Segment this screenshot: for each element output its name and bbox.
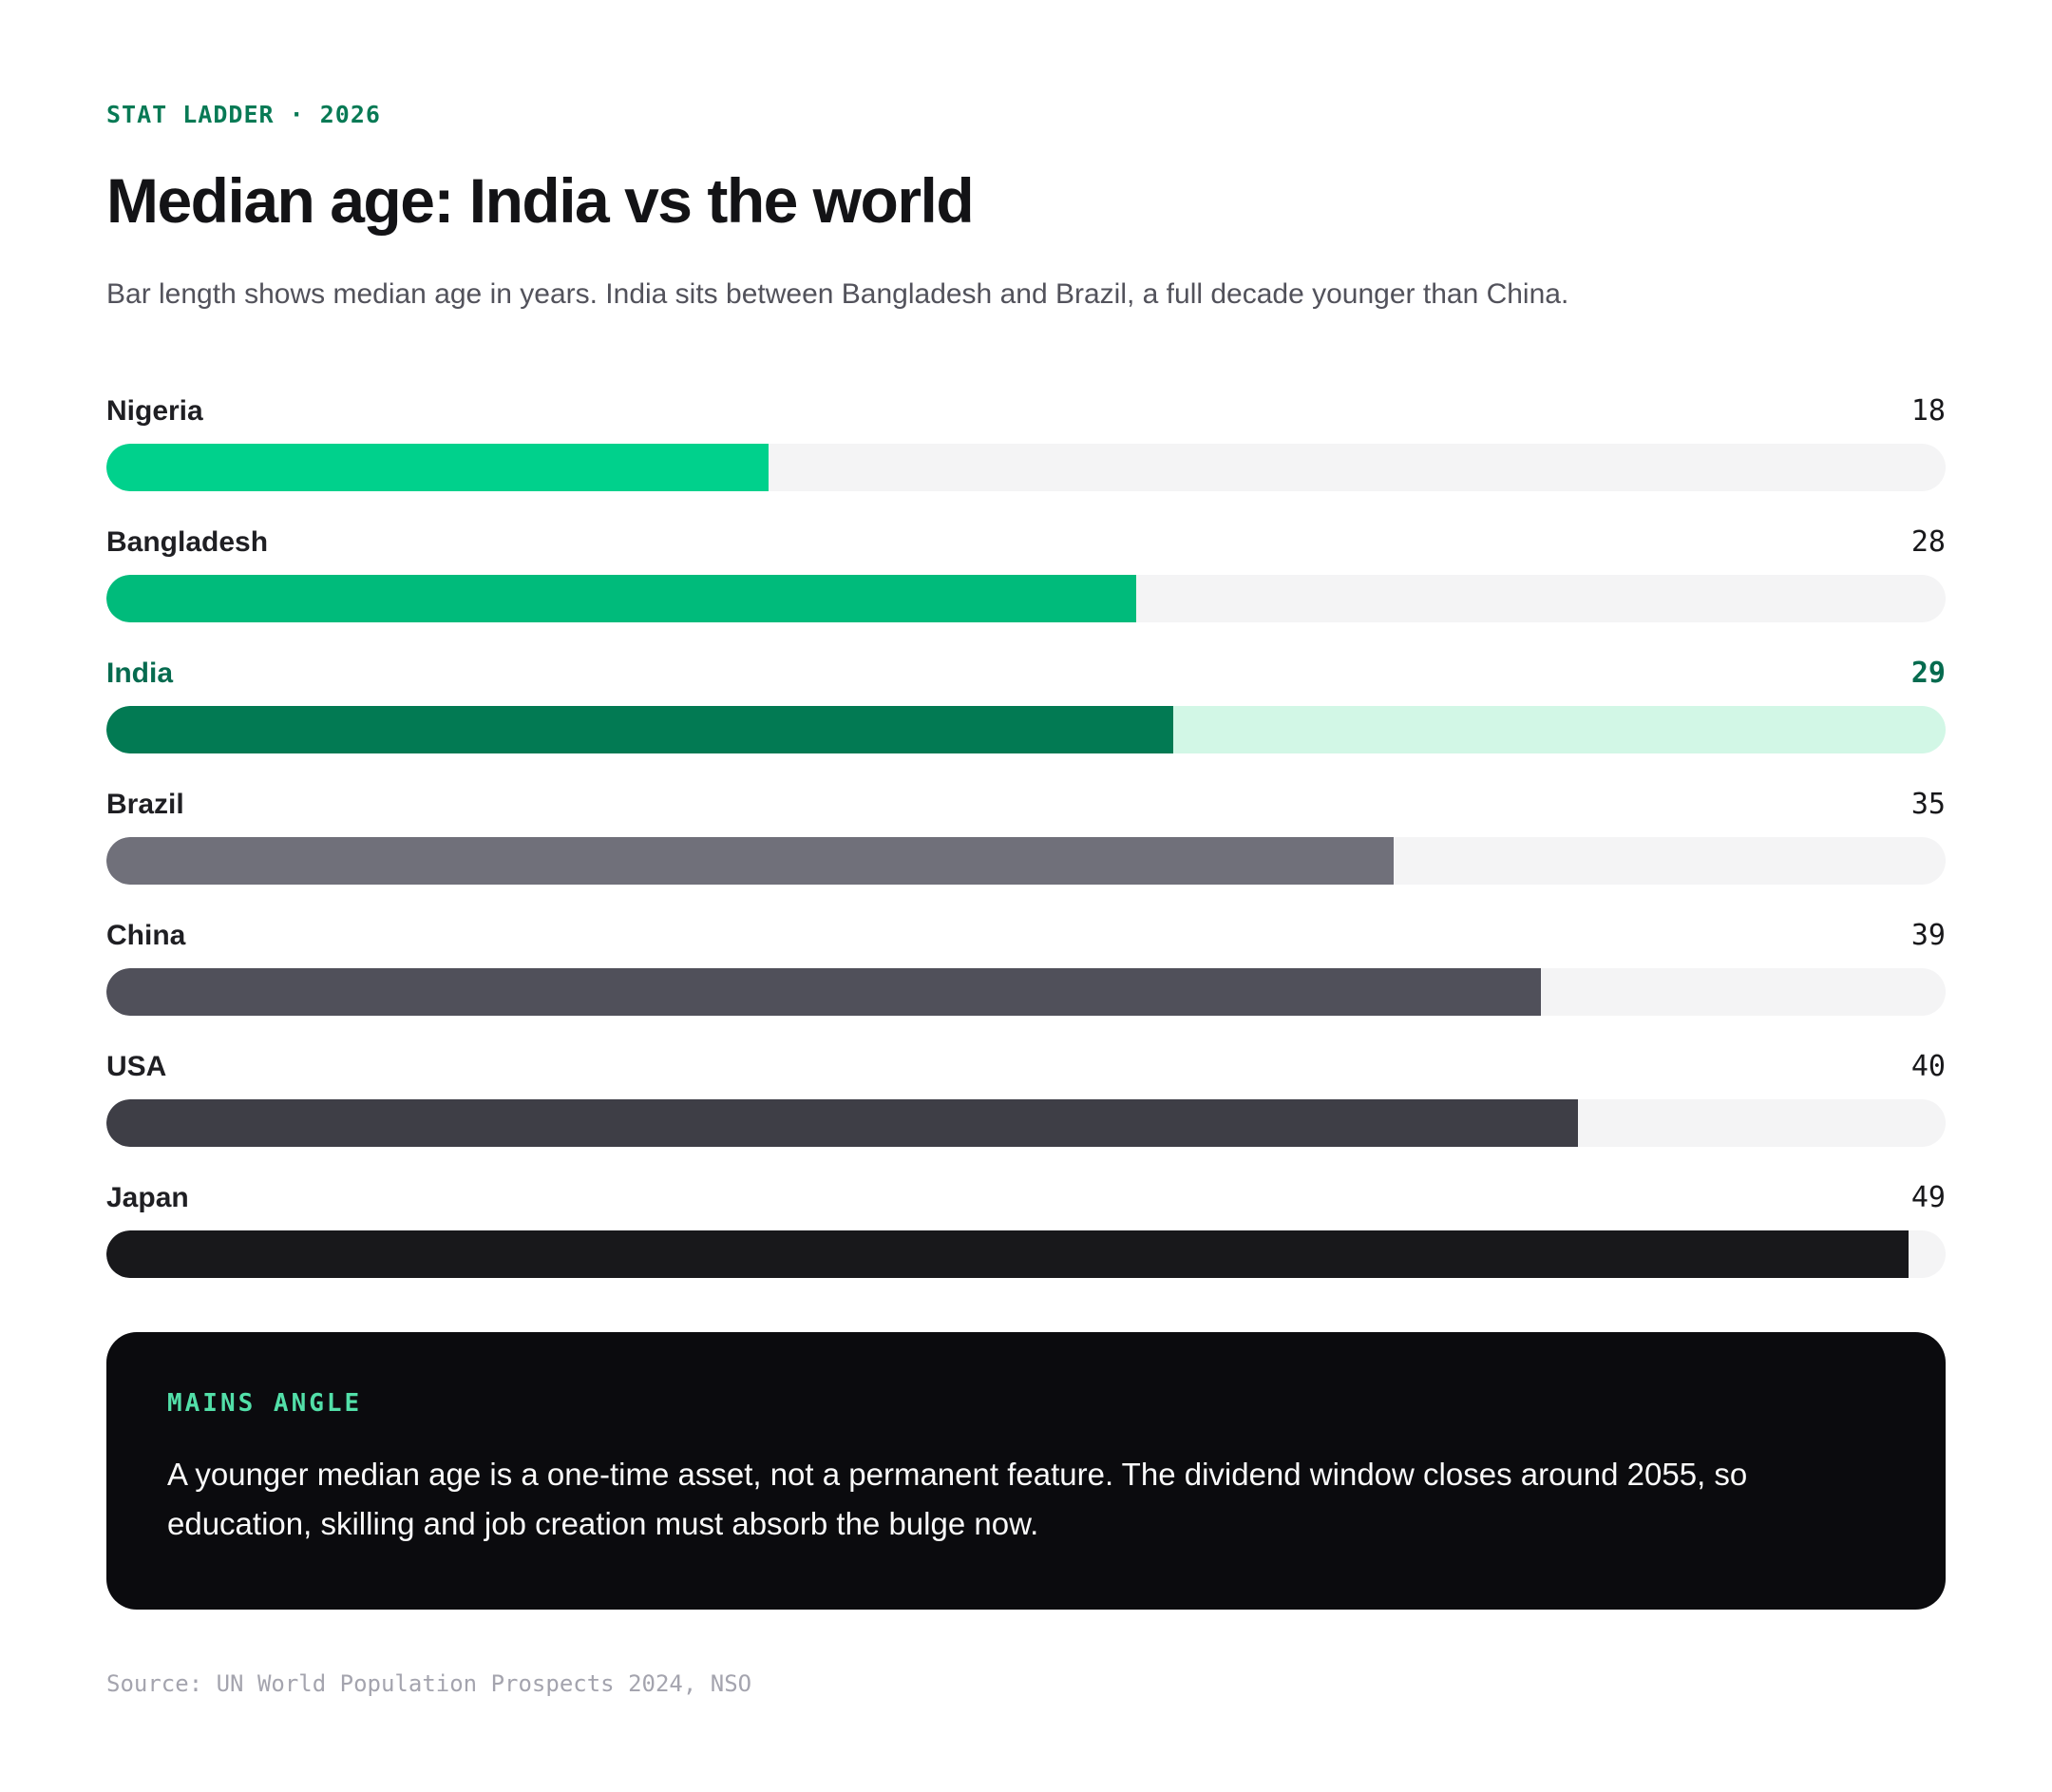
bar-row: Nigeria 18 [106, 394, 1946, 491]
bar-row: China 39 [106, 919, 1946, 1016]
bar-fill [106, 968, 1542, 1016]
bar-track [106, 968, 1946, 1016]
bar-row: India 29 [106, 657, 1946, 753]
bar-row-head: China 39 [106, 919, 1946, 957]
value-label: 35 [1910, 788, 1946, 821]
bar-track [106, 575, 1946, 622]
bar-fill [106, 1099, 1578, 1147]
bar-row: USA 40 [106, 1050, 1946, 1147]
eyebrow-label: STAT LADDER · 2026 [106, 101, 381, 128]
country-label: Brazil [106, 789, 184, 820]
bar-row: Brazil 35 [106, 788, 1946, 885]
bar-fill [106, 1230, 1910, 1278]
value-label: 39 [1910, 919, 1946, 952]
bar-fill [106, 706, 1173, 753]
callout-text: A younger median age is a one-time asset… [167, 1457, 1748, 1541]
bar-fill [106, 444, 769, 491]
page-title: Median age: India vs the world [106, 165, 975, 236]
country-label: Bangladesh [106, 526, 269, 558]
country-label: USA [106, 1051, 167, 1082]
bar-row-head: Bangladesh 28 [106, 525, 1946, 563]
bar-row: Bangladesh 28 [106, 525, 1946, 622]
bar-row-head: Nigeria 18 [106, 394, 1946, 432]
value-label: 28 [1910, 525, 1946, 559]
country-label: Japan [106, 1182, 189, 1213]
bar-row-head: Japan 49 [106, 1181, 1946, 1219]
bar-row-head: USA 40 [106, 1050, 1946, 1088]
bar-track [106, 706, 1946, 753]
value-label: 40 [1910, 1050, 1946, 1083]
value-label: 18 [1910, 394, 1946, 428]
value-label: 49 [1910, 1181, 1946, 1214]
bar-track [106, 444, 1946, 491]
bar-chart: Nigeria 18 Bangladesh 28 India 29 [106, 394, 1946, 1278]
bar-fill [106, 575, 1137, 622]
bar-row-head: Brazil 35 [106, 788, 1946, 826]
bar-fill [106, 837, 1395, 885]
value-label: 29 [1910, 657, 1946, 690]
callout-kicker: MAINS ANGLE [167, 1389, 363, 1418]
bar-row-head: India 29 [106, 657, 1946, 695]
source-note: Source: UN World Population Prospects 20… [106, 1670, 752, 1697]
country-label: India [106, 658, 174, 689]
callout-box: MAINS ANGLE A younger median age is a on… [106, 1332, 1946, 1610]
bar-track [106, 1230, 1946, 1278]
bar-row: Japan 49 [106, 1181, 1946, 1278]
country-label: Nigeria [106, 395, 203, 427]
country-label: China [106, 920, 186, 951]
bar-track [106, 837, 1946, 885]
chart-subtitle: Bar length shows median age in years. In… [106, 278, 1569, 310]
bar-track [106, 1099, 1946, 1147]
